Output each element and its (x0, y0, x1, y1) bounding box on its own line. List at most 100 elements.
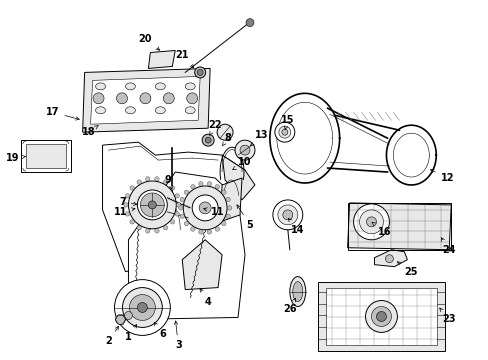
Circle shape (186, 93, 197, 104)
Ellipse shape (292, 282, 302, 302)
Circle shape (170, 220, 174, 224)
Circle shape (137, 302, 147, 312)
Circle shape (148, 201, 156, 209)
Polygon shape (182, 240, 222, 289)
Ellipse shape (125, 107, 135, 114)
Circle shape (116, 93, 127, 104)
Circle shape (137, 226, 141, 230)
Circle shape (278, 126, 290, 138)
Circle shape (192, 195, 218, 221)
Circle shape (205, 137, 211, 143)
Circle shape (202, 134, 214, 146)
Circle shape (145, 198, 159, 212)
Ellipse shape (95, 107, 105, 114)
Ellipse shape (289, 276, 305, 306)
Text: 24: 24 (440, 238, 455, 255)
Text: 18: 18 (81, 125, 98, 137)
Circle shape (183, 186, 226, 230)
Text: 19: 19 (6, 153, 25, 163)
Polygon shape (222, 155, 254, 200)
Circle shape (190, 227, 195, 231)
Text: 21: 21 (175, 50, 193, 68)
Circle shape (215, 227, 219, 231)
Text: 8: 8 (222, 133, 231, 146)
Circle shape (163, 93, 174, 104)
Text: 20: 20 (139, 33, 159, 50)
Circle shape (178, 206, 183, 210)
Text: 2: 2 (105, 327, 118, 346)
Text: 15: 15 (281, 115, 294, 130)
Polygon shape (128, 172, 244, 319)
Circle shape (198, 182, 203, 186)
Circle shape (137, 190, 167, 220)
Text: 3: 3 (174, 321, 181, 350)
Circle shape (272, 200, 302, 230)
Text: 13: 13 (250, 130, 268, 146)
Circle shape (225, 214, 230, 219)
Circle shape (125, 194, 129, 198)
Ellipse shape (125, 83, 135, 90)
Circle shape (281, 129, 287, 135)
Text: 17: 17 (46, 107, 79, 120)
Circle shape (240, 145, 249, 155)
Circle shape (145, 229, 150, 233)
Circle shape (114, 280, 170, 336)
Circle shape (194, 67, 205, 78)
Bar (347, 203, 450, 250)
Text: 25: 25 (397, 262, 417, 276)
Circle shape (274, 122, 294, 142)
Circle shape (199, 202, 211, 214)
Circle shape (154, 177, 159, 181)
Bar (26, 144, 65, 168)
Circle shape (140, 193, 164, 217)
Polygon shape (374, 250, 407, 267)
Circle shape (366, 217, 376, 227)
Polygon shape (82, 68, 210, 132)
Circle shape (215, 185, 219, 189)
Circle shape (154, 229, 159, 233)
Text: 6: 6 (154, 323, 165, 339)
Text: 4: 4 (200, 289, 211, 306)
Circle shape (137, 180, 141, 184)
Circle shape (277, 205, 297, 225)
Text: 22: 22 (208, 120, 222, 135)
Circle shape (190, 185, 195, 189)
Text: 26: 26 (283, 298, 296, 315)
Circle shape (93, 93, 104, 104)
Bar (325, 288, 436, 345)
Circle shape (115, 315, 125, 324)
Circle shape (130, 186, 134, 190)
Circle shape (184, 190, 188, 194)
Text: 11: 11 (114, 207, 135, 217)
Circle shape (170, 186, 174, 190)
Polygon shape (90, 76, 200, 124)
Ellipse shape (185, 107, 195, 114)
Circle shape (128, 181, 176, 229)
Polygon shape (102, 142, 244, 272)
Circle shape (184, 221, 188, 226)
Polygon shape (220, 178, 242, 222)
Circle shape (145, 177, 150, 181)
Circle shape (365, 301, 397, 332)
Bar (21, 140, 71, 172)
Ellipse shape (185, 83, 195, 90)
Ellipse shape (155, 83, 165, 90)
Text: 10: 10 (232, 157, 251, 170)
Text: 16: 16 (371, 222, 390, 237)
Circle shape (129, 294, 155, 320)
Circle shape (207, 182, 211, 186)
Circle shape (245, 19, 253, 27)
Circle shape (217, 124, 233, 140)
Circle shape (235, 140, 254, 160)
Bar (317, 282, 444, 351)
Circle shape (225, 197, 230, 202)
Circle shape (282, 210, 292, 220)
Circle shape (359, 210, 383, 234)
Circle shape (221, 190, 225, 194)
Circle shape (197, 69, 203, 75)
Circle shape (122, 288, 162, 328)
Text: 23: 23 (439, 308, 455, 324)
Text: 1: 1 (125, 324, 136, 342)
Circle shape (227, 206, 231, 210)
Circle shape (176, 203, 181, 207)
